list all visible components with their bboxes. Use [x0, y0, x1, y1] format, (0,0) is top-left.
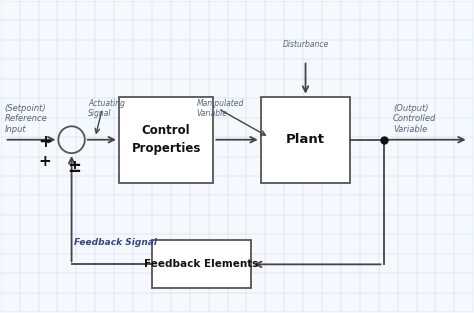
Bar: [119, 97, 213, 183]
Text: Feedback Elements: Feedback Elements: [145, 259, 259, 269]
Text: Plant: Plant: [286, 133, 325, 146]
Text: +: +: [39, 154, 52, 169]
Text: Manipulated
Variable: Manipulated Variable: [197, 99, 244, 118]
Text: Control
Properties: Control Properties: [131, 124, 201, 155]
Bar: [152, 240, 251, 288]
Text: +: +: [38, 133, 52, 151]
Text: Actuating
Signal: Actuating Signal: [88, 99, 125, 118]
Text: (Setpoint)
Reference
Input: (Setpoint) Reference Input: [4, 104, 47, 134]
Text: (Output)
Controlled
Variable: (Output) Controlled Variable: [393, 104, 437, 134]
Bar: [261, 97, 350, 183]
Text: Disturbance: Disturbance: [283, 40, 328, 49]
Text: Feedback Signal: Feedback Signal: [74, 238, 157, 247]
Text: ±: ±: [67, 157, 81, 176]
